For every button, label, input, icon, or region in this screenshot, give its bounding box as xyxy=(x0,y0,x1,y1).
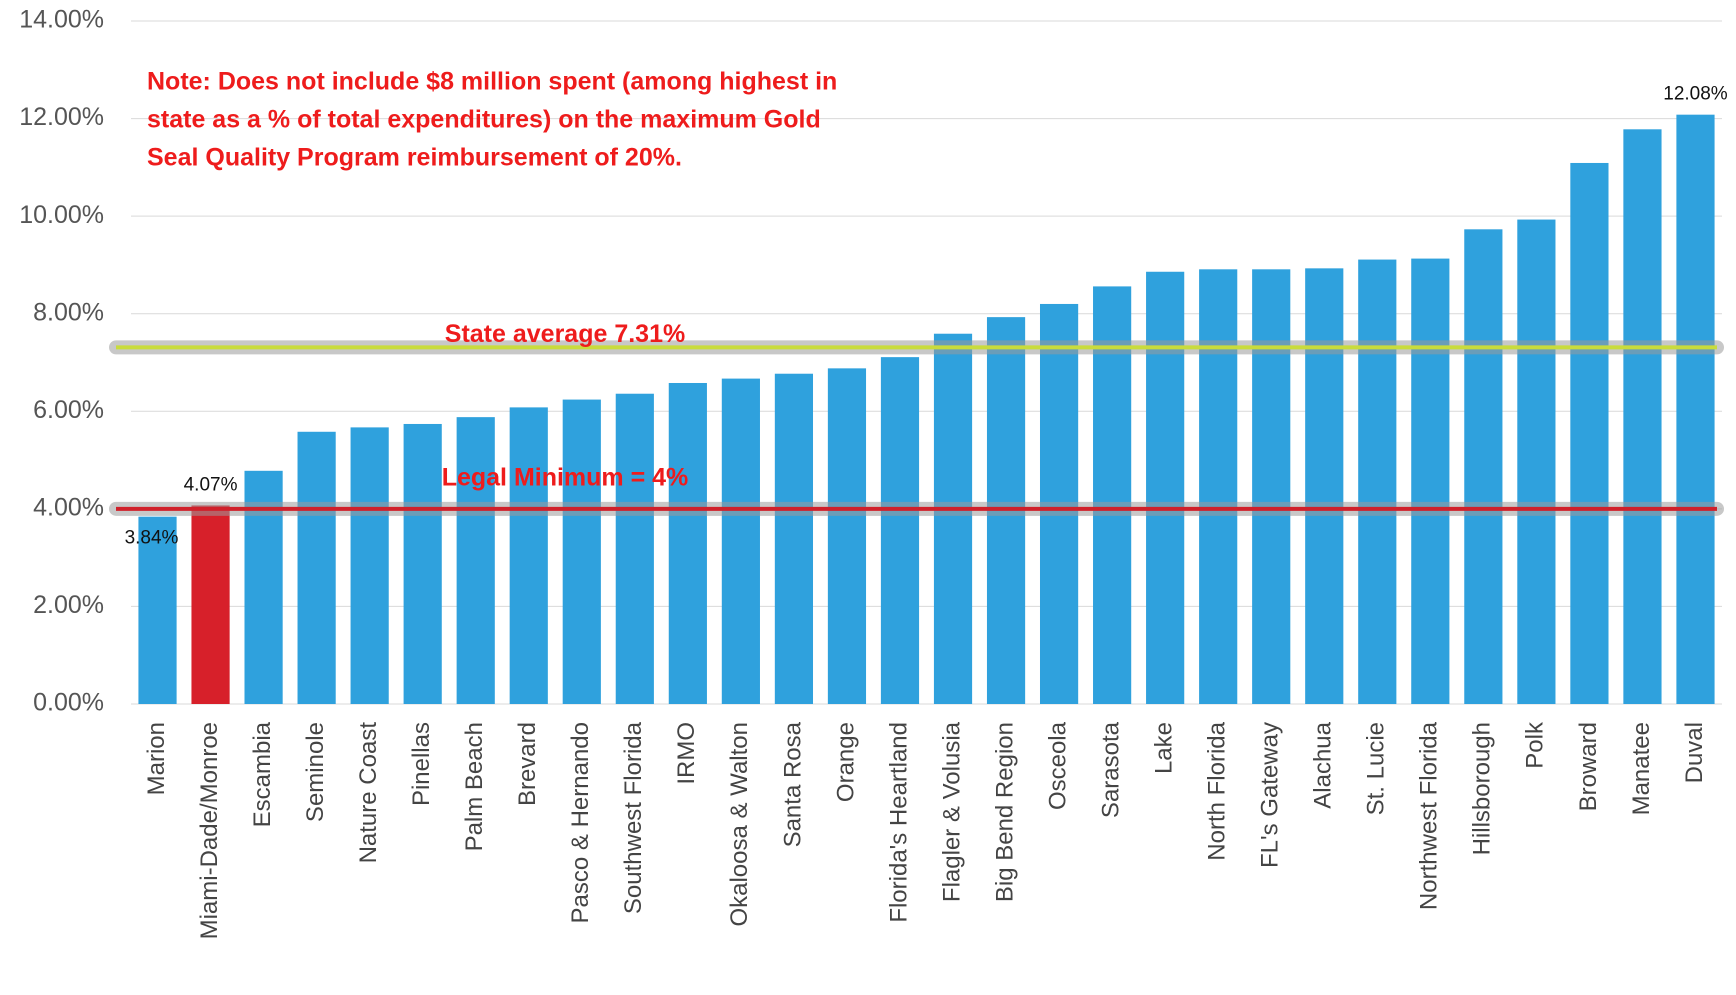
y-tick-label: 6.00% xyxy=(33,396,104,424)
data-label: 4.07% xyxy=(184,474,238,495)
x-tick-label: Okaloosa & Walton xyxy=(726,722,753,927)
bar xyxy=(1252,269,1291,704)
bar xyxy=(191,505,230,704)
x-tick-label: Marion xyxy=(143,722,170,795)
bar xyxy=(509,407,548,704)
reference-label: Legal Minimum = 4% xyxy=(442,463,689,491)
bar xyxy=(1676,114,1715,704)
bar xyxy=(774,373,814,704)
reference-label: State average 7.31% xyxy=(445,320,685,348)
x-tick-label: Polk xyxy=(1522,721,1549,769)
x-tick-label: FL's Gateway xyxy=(1257,722,1284,868)
x-tick-label: Big Bend Region xyxy=(991,722,1018,902)
note: Seal Quality Program reimbursement of 20… xyxy=(147,144,682,172)
x-tick-label: Escambia xyxy=(249,721,276,827)
bar xyxy=(721,378,760,704)
bar xyxy=(827,368,867,704)
bar xyxy=(1623,129,1662,704)
bar xyxy=(1517,219,1556,704)
x-tick-label: Broward xyxy=(1575,722,1602,811)
bar xyxy=(138,516,177,704)
data-label: 12.08% xyxy=(1663,84,1728,105)
note: Note: Does not include $8 million spent … xyxy=(147,68,837,96)
bar xyxy=(1305,268,1344,704)
data-label: 3.84% xyxy=(125,528,179,549)
bar xyxy=(1146,271,1185,704)
x-tick-label: Southwest Florida xyxy=(620,721,647,914)
x-tick-label: Lake xyxy=(1150,722,1177,774)
bar xyxy=(615,393,654,704)
x-tick-label: Seminole xyxy=(302,722,329,822)
y-tick-label: 8.00% xyxy=(33,298,104,326)
x-tick-label: Osceola xyxy=(1044,721,1071,810)
x-tick-label: St. Lucie xyxy=(1363,722,1390,815)
bar xyxy=(933,333,973,704)
bar xyxy=(1570,162,1609,704)
y-tick-label: 2.00% xyxy=(33,591,104,619)
y-tick-label: 14.00% xyxy=(19,6,104,34)
x-tick-label: Florida's Heartland xyxy=(885,722,912,923)
y-tick-label: 4.00% xyxy=(33,493,104,521)
x-tick-label: Hillsborough xyxy=(1469,722,1496,855)
y-tick-label: 12.00% xyxy=(19,103,104,131)
x-tick-label: Brevard xyxy=(514,722,541,806)
x-tick-label: North Florida xyxy=(1204,721,1231,860)
bar xyxy=(456,417,495,704)
note: state as a % of total expenditures) on t… xyxy=(147,106,821,134)
bar xyxy=(1199,269,1238,704)
y-tick-label: 10.00% xyxy=(19,201,104,229)
bar xyxy=(1093,286,1132,704)
x-tick-label: Miami-Dade/Monroe xyxy=(196,722,223,939)
x-tick-label: Flagler & Volusia xyxy=(938,721,965,902)
x-tick-label: Orange xyxy=(832,722,859,802)
bar xyxy=(562,399,601,704)
x-tick-label: Duval xyxy=(1681,722,1708,783)
x-tick-label: Nature Coast xyxy=(355,722,382,864)
x-tick-label: Northwest Florida xyxy=(1416,721,1443,910)
x-tick-label: Sarasota xyxy=(1097,721,1124,818)
x-tick-label: Manatee xyxy=(1628,722,1655,815)
bar xyxy=(297,431,336,704)
x-tick-label: Palm Beach xyxy=(461,722,488,851)
x-tick-label: Santa Rosa xyxy=(779,721,806,847)
x-tick-label: IRMO xyxy=(673,722,700,785)
y-tick-label: 0.00% xyxy=(33,689,104,717)
x-tick-label: Alachua xyxy=(1310,721,1337,808)
bar xyxy=(403,423,442,704)
bar xyxy=(350,427,389,704)
x-tick-label: Pinellas xyxy=(408,722,435,806)
bar xyxy=(880,357,920,704)
bar xyxy=(1464,229,1503,704)
bar xyxy=(1411,258,1450,704)
x-tick-label: Pasco & Hernando xyxy=(567,722,594,923)
bar xyxy=(1358,259,1397,704)
bar xyxy=(668,382,707,704)
